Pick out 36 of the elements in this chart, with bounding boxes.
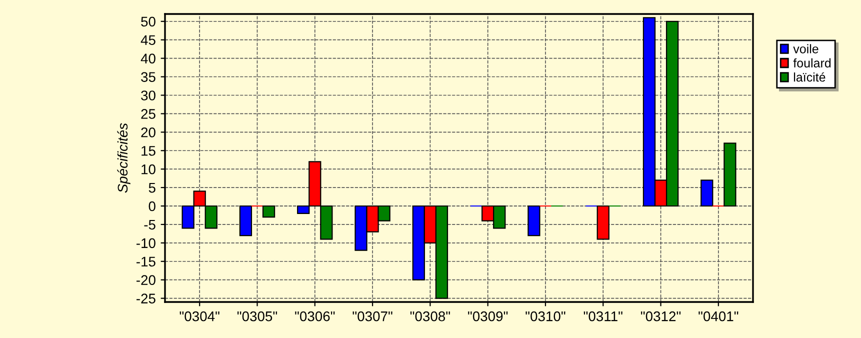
x-tick-label: "0310" [526, 311, 566, 322]
y-tick-label: 15 [142, 146, 156, 156]
x-tick-label: "0304" [180, 311, 220, 322]
y-tick-label: 10 [142, 164, 156, 174]
x-tick-label: "0308" [410, 311, 450, 322]
bar [528, 205, 540, 236]
y-tick-label: 25 [141, 109, 156, 119]
x-tick-label: "0305" [237, 311, 278, 322]
y-tick-label: -25 [136, 294, 156, 304]
legend-label: voile [793, 44, 818, 54]
x-tick-label: "0306" [295, 311, 335, 322]
y-tick-label: 35 [141, 72, 156, 82]
legend-label: foulard [793, 58, 831, 68]
y-tick-label: 0 [148, 201, 156, 212]
x-tick-label: "0312" [640, 311, 681, 322]
bar [596, 205, 610, 240]
x-tick-label: "0401" [698, 311, 738, 322]
y-tick-label: 5 [148, 183, 156, 193]
bar [724, 142, 736, 207]
x-tick-label: "0309" [468, 311, 508, 322]
bar [700, 180, 714, 207]
y-tick-label: 20 [141, 127, 156, 138]
bar [262, 205, 276, 218]
y-axis-title: Spécificités [117, 123, 130, 193]
y-tick-label: 45 [140, 35, 156, 46]
y-tick-label: -15 [136, 256, 156, 267]
y-tick-label: 30 [141, 90, 156, 100]
y-tick-label: -20 [136, 275, 156, 286]
x-tick-label: "0307" [352, 311, 392, 322]
bar [239, 205, 252, 236]
y-tick-label: 40 [140, 54, 156, 64]
x-tick-label: "0311" [584, 311, 622, 322]
y-tick-label: -10 [136, 238, 156, 248]
y-tick-label: 50 [141, 16, 156, 27]
y-tick-label: -5 [144, 220, 156, 230]
legend-label: laïcité [794, 72, 826, 82]
